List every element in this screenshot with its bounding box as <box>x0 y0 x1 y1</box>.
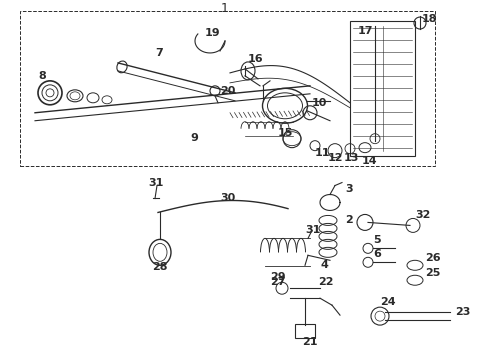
Text: 11: 11 <box>315 148 330 158</box>
Text: 25: 25 <box>425 268 441 278</box>
Text: 6: 6 <box>373 249 381 259</box>
Text: 26: 26 <box>425 253 441 263</box>
Text: 16: 16 <box>248 54 264 64</box>
Text: 7: 7 <box>155 48 163 58</box>
Text: 1: 1 <box>221 1 229 15</box>
Text: 4: 4 <box>320 260 328 270</box>
Text: 2: 2 <box>345 215 353 225</box>
Text: 23: 23 <box>455 307 470 317</box>
Text: 15: 15 <box>278 128 294 138</box>
Text: 32: 32 <box>415 211 430 220</box>
Text: 17: 17 <box>358 26 373 36</box>
Text: 29: 29 <box>270 272 286 282</box>
Bar <box>20 11 435 166</box>
Text: 28: 28 <box>152 262 168 272</box>
Text: 20: 20 <box>220 86 235 96</box>
Text: 13: 13 <box>344 153 359 163</box>
Text: 27: 27 <box>270 277 286 287</box>
Text: 8: 8 <box>38 71 46 81</box>
Text: 24: 24 <box>380 297 395 307</box>
Text: 10: 10 <box>312 98 327 108</box>
Text: 19: 19 <box>205 28 220 38</box>
Bar <box>350 21 415 156</box>
Text: 12: 12 <box>328 153 343 163</box>
Text: 31: 31 <box>305 225 320 235</box>
Text: 5: 5 <box>373 235 381 246</box>
Bar <box>295 324 315 338</box>
Text: 3: 3 <box>345 184 353 194</box>
Text: 31: 31 <box>148 177 163 188</box>
Text: 18: 18 <box>422 14 438 24</box>
Text: 22: 22 <box>318 277 334 287</box>
Text: 14: 14 <box>362 156 378 166</box>
Text: 30: 30 <box>220 193 235 203</box>
Text: 21: 21 <box>302 337 318 347</box>
Text: 9: 9 <box>190 133 198 143</box>
